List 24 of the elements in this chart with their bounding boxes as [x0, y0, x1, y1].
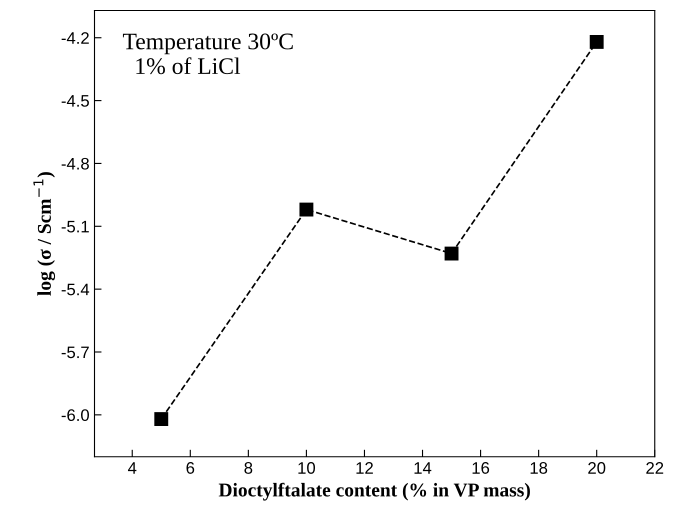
point	[299, 202, 314, 216]
y-axis-title: log (σ / Scm$^{−1}$)	[33, 172, 56, 296]
y-tick-label: -4.8	[62, 158, 89, 170]
x-tick-label: 10	[298, 462, 316, 474]
point	[590, 34, 604, 49]
point	[154, 412, 168, 426]
y-tick-label: -4.5	[62, 95, 89, 107]
annotation: Temperature 30ºC 1% of LiCl	[122, 33, 293, 74]
x-tick-label: 8	[244, 462, 252, 474]
x-tick-label: 4	[128, 462, 136, 474]
y-tick-label: -5.4	[62, 284, 90, 296]
y-tick-label: -5.7	[62, 346, 89, 358]
x-tick-label: 6	[186, 462, 194, 474]
y-tick-label: -6.0	[62, 409, 89, 422]
x-tick-label: 12	[356, 462, 373, 474]
x-tick-label: 16	[472, 462, 490, 474]
y-tick-label: -4.2	[62, 32, 89, 44]
x-tick-label: 18	[530, 462, 548, 474]
x-axis-title: Dioctylftalate content (% in VP mass)	[218, 482, 530, 501]
x-tick-label: 20	[588, 462, 606, 474]
point	[444, 246, 458, 260]
y-tick-label: -5.1	[62, 220, 89, 232]
x-tick-label: 22	[646, 462, 664, 474]
x-tick-label: 14	[414, 462, 432, 474]
